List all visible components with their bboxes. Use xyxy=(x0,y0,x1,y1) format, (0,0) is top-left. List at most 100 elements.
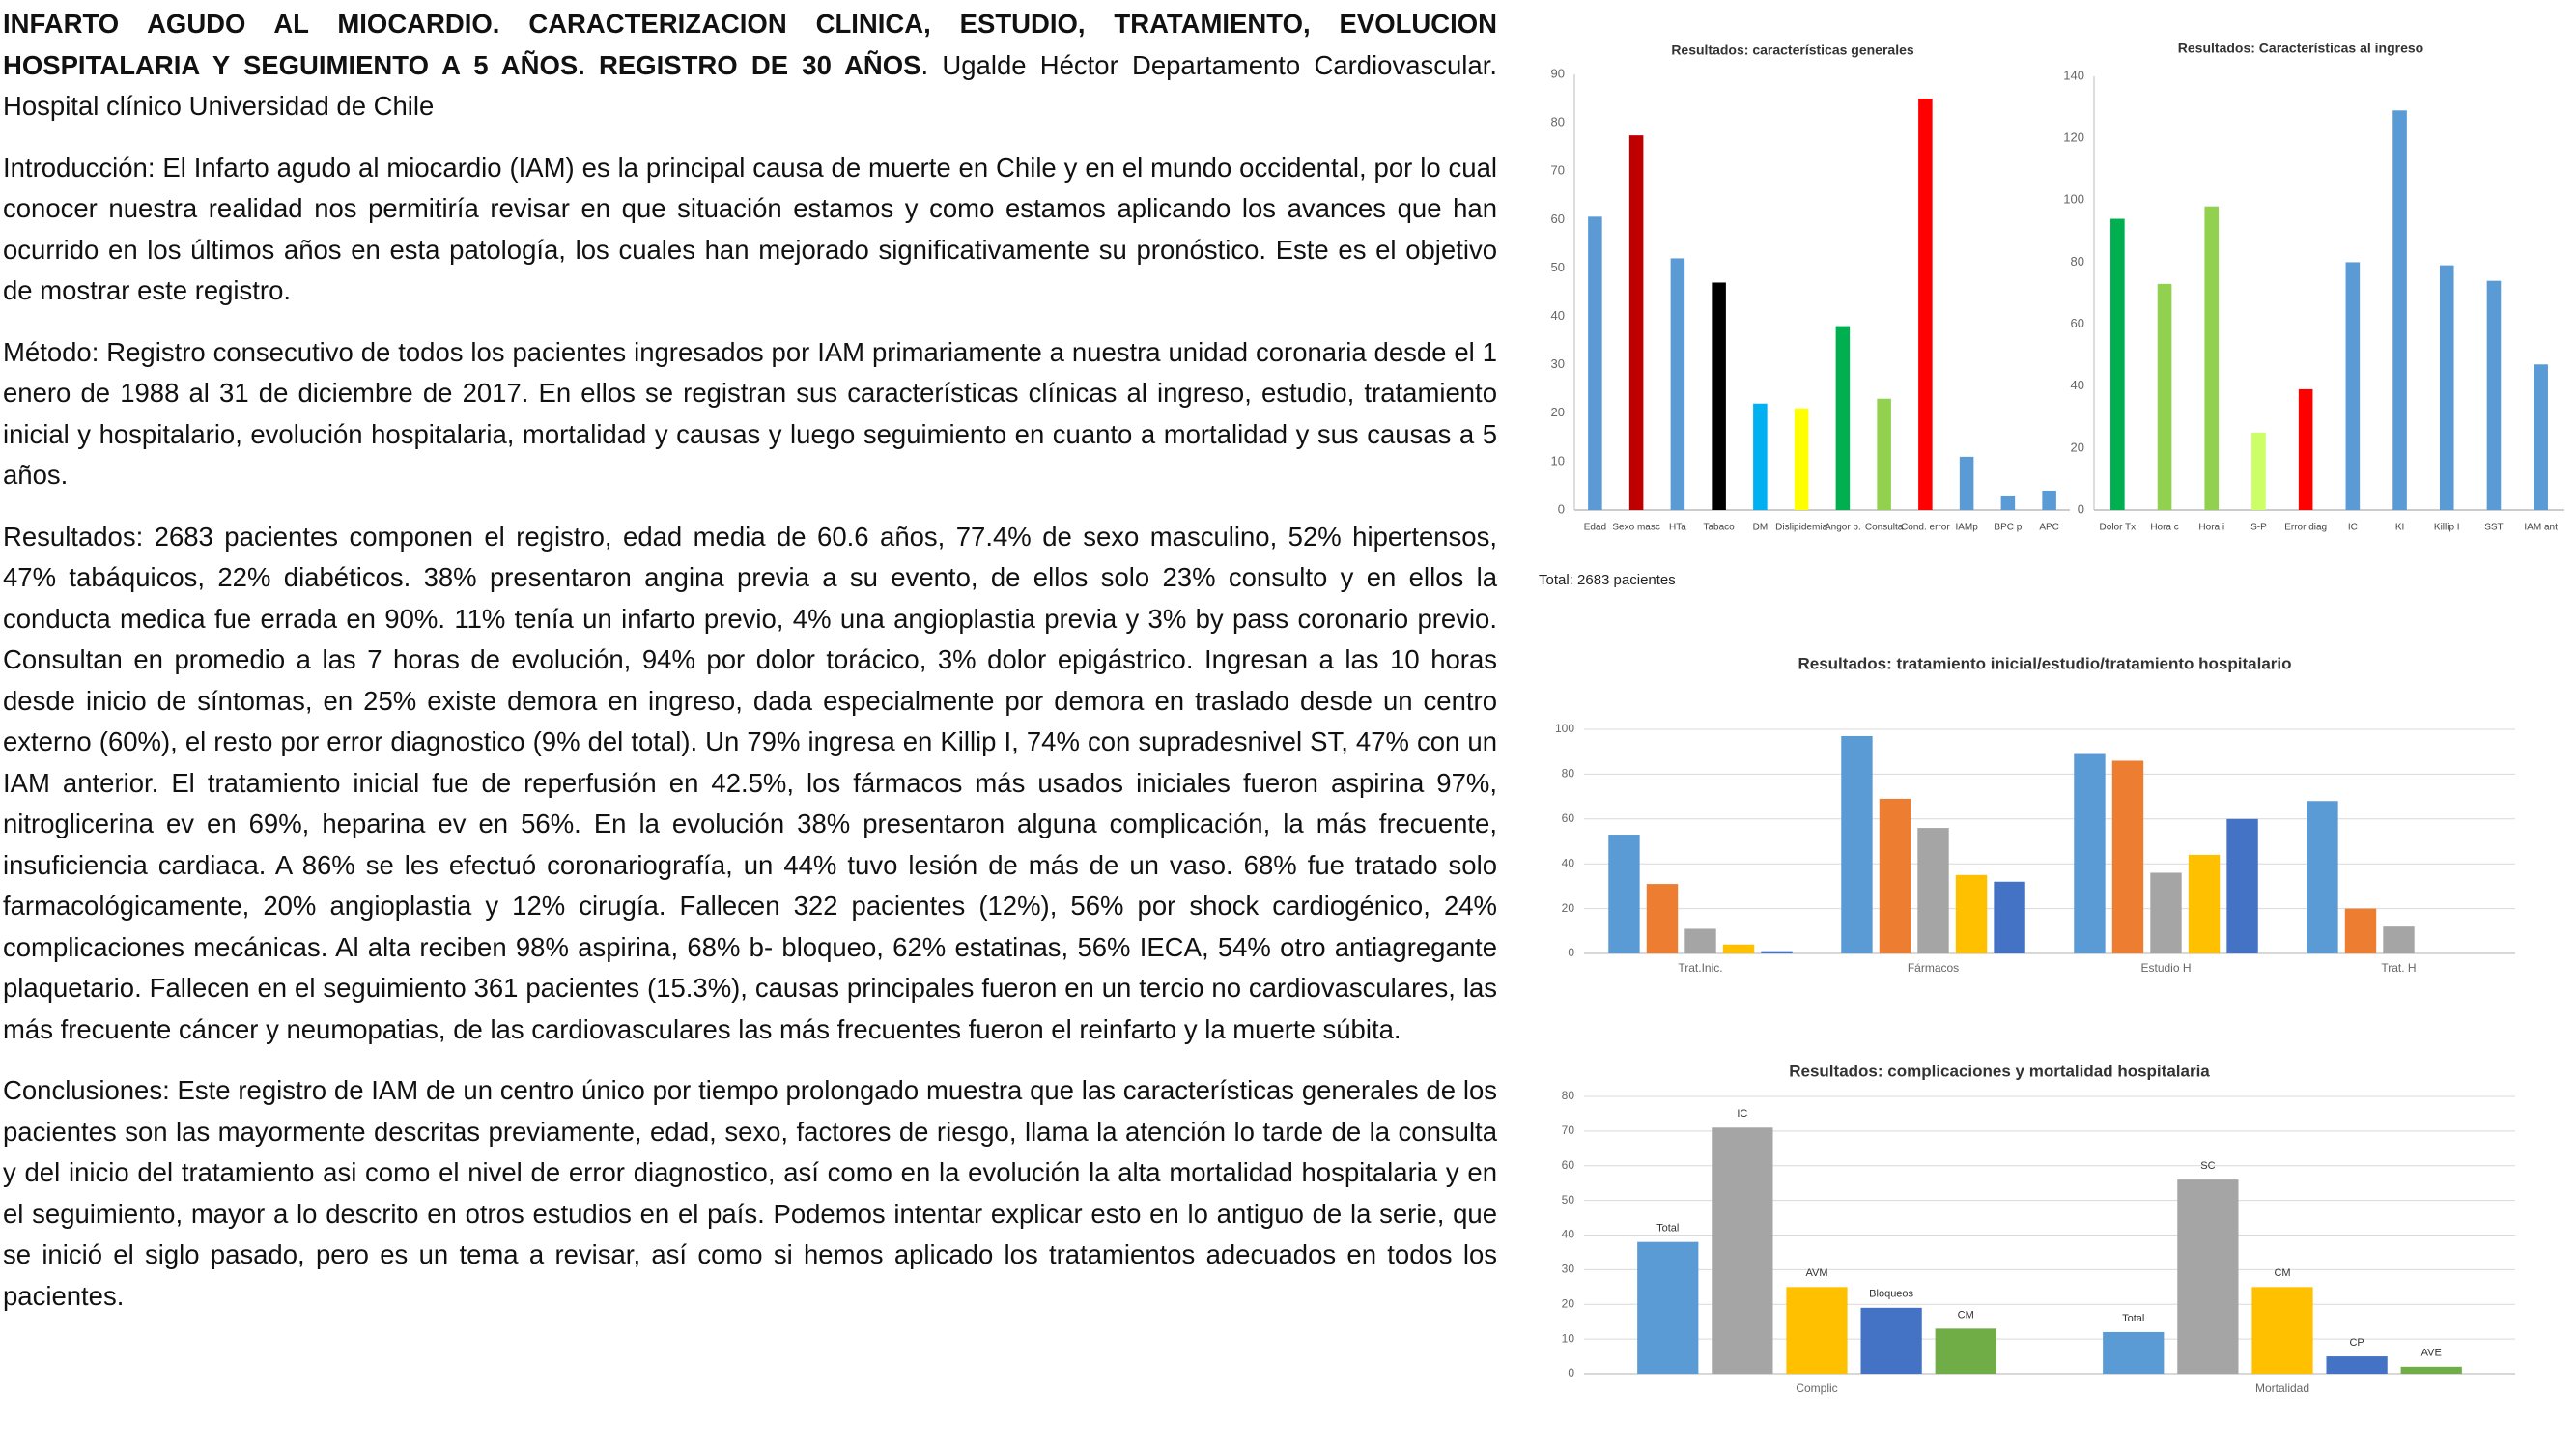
bar xyxy=(2392,110,2407,511)
bar xyxy=(1994,881,2025,953)
bar-label: Total xyxy=(2122,1313,2144,1324)
bar xyxy=(2000,495,2016,510)
bar-label: CM xyxy=(2274,1267,2290,1279)
y-tick-label: 0 xyxy=(1558,501,1565,516)
bar xyxy=(2042,490,2056,510)
x-tick-label: Error diag xyxy=(2284,523,2327,533)
bar xyxy=(2074,753,2106,953)
y-tick-label: 60 xyxy=(1551,212,1565,226)
bar-label: Total xyxy=(1656,1223,1679,1235)
x-tick-label: Hora c xyxy=(2150,523,2178,533)
bar xyxy=(2326,1356,2388,1374)
x-tick-label: Trat. H xyxy=(2381,961,2416,975)
y-tick-label: 80 xyxy=(2071,254,2084,269)
x-tick-label: Cond. error xyxy=(1901,523,1950,533)
x-tick-label: IAMp xyxy=(1955,523,1978,533)
bar xyxy=(1794,408,1809,510)
bar-label: SC xyxy=(2200,1160,2215,1172)
x-tick-label: Trat.Inic. xyxy=(1678,961,1722,975)
x-tick-label: Complic xyxy=(1796,1381,1837,1395)
bar xyxy=(2157,283,2172,510)
bar xyxy=(1670,258,1685,510)
y-tick-label: 120 xyxy=(2063,130,2084,145)
bar xyxy=(1918,99,1933,511)
y-tick-label: 50 xyxy=(1551,260,1565,274)
bar xyxy=(1637,1241,1699,1374)
x-tick-label: Fármacos xyxy=(1908,961,1959,975)
x-tick-label: Dislipidemia xyxy=(1775,523,1827,533)
bar xyxy=(2177,1179,2239,1374)
x-tick-label: DM xyxy=(1753,523,1769,533)
x-tick-label: KI xyxy=(2395,523,2404,533)
y-tick-label: 60 xyxy=(2071,316,2084,330)
y-tick-label: 30 xyxy=(1562,1263,1575,1276)
x-tick-label: Killip I xyxy=(2434,523,2460,533)
bar xyxy=(1761,951,1793,953)
bar xyxy=(1841,735,1873,953)
x-tick-label: IAM ant xyxy=(2524,523,2558,533)
y-tick-label: 0 xyxy=(2078,501,2084,516)
title: INFARTO AGUDO AL MIOCARDIO. CARACTERIZAC… xyxy=(3,9,1497,80)
bar xyxy=(1786,1287,1848,1374)
bar-label: Bloqueos xyxy=(1869,1289,1913,1300)
bar-label: AVM xyxy=(1805,1267,1827,1279)
y-tick-label: 20 xyxy=(1551,405,1565,419)
y-tick-label: 0 xyxy=(1568,946,1574,959)
y-tick-label: 20 xyxy=(2071,440,2084,454)
y-tick-label: 100 xyxy=(2063,192,2084,207)
x-tick-label: Consulta xyxy=(1865,523,1904,533)
bar xyxy=(2439,265,2454,510)
bar xyxy=(1588,216,1602,510)
x-tick-label: APC xyxy=(2039,523,2059,533)
y-tick-label: 70 xyxy=(1551,163,1565,178)
x-tick-label: Tabaco xyxy=(1704,523,1736,533)
bar xyxy=(2251,432,2266,510)
bar xyxy=(1955,874,1988,953)
y-tick-label: 20 xyxy=(1562,901,1575,915)
y-tick-label: 20 xyxy=(1562,1296,1575,1310)
y-tick-label: 10 xyxy=(1551,453,1565,468)
x-tick-label: Estudio H xyxy=(2140,961,2191,975)
chart-title: Resultados: tratamiento inicial/estudio/… xyxy=(1798,654,2291,672)
x-tick-label: Mortalidad xyxy=(2255,1381,2309,1395)
bar xyxy=(1712,282,1726,510)
document-text: INFARTO AGUDO AL MIOCARDIO. CARACTERIZAC… xyxy=(3,4,1497,1337)
y-tick-label: 80 xyxy=(1562,767,1575,781)
bar xyxy=(2344,908,2377,953)
y-tick-label: 30 xyxy=(1551,356,1565,371)
x-tick-label: Edad xyxy=(1584,523,1606,533)
bar xyxy=(1935,1328,1996,1374)
x-tick-label: BPC p xyxy=(1994,523,2022,533)
bar xyxy=(2188,854,2221,953)
y-tick-label: 70 xyxy=(1562,1123,1575,1137)
bar xyxy=(2226,818,2258,953)
bar xyxy=(1877,398,1891,510)
x-tick-label: Sexo masc xyxy=(1612,523,1659,533)
x-tick-label: Hora i xyxy=(2198,523,2224,533)
y-tick-label: 100 xyxy=(1555,722,1574,735)
bar xyxy=(2486,280,2502,510)
bar xyxy=(1722,944,1755,953)
bar-label: CM xyxy=(1958,1309,1974,1321)
y-tick-label: 40 xyxy=(1562,856,1575,869)
y-tick-label: 60 xyxy=(1562,1158,1575,1172)
y-tick-label: 90 xyxy=(1551,66,1565,80)
x-tick-label: IC xyxy=(2348,523,2358,533)
y-tick-label: 80 xyxy=(1551,115,1565,129)
paragraph: Conclusiones: Este registro de IAM de un… xyxy=(3,1075,1497,1311)
chart-title: Resultados: complicaciones y mortalidad … xyxy=(1789,1062,2210,1080)
chart-title: Resultados: características generales xyxy=(1671,43,1914,58)
x-tick-label: SST xyxy=(2484,523,2503,533)
y-tick-label: 140 xyxy=(2063,68,2084,82)
bar xyxy=(1917,828,1949,953)
bar xyxy=(1628,135,1644,510)
x-tick-label: Angor p. xyxy=(1825,523,1861,533)
paragraph: Introducción: El Infarto agudo al miocar… xyxy=(3,152,1497,306)
bar xyxy=(2400,1366,2462,1374)
x-tick-label: HTa xyxy=(1669,523,1686,533)
y-tick-label: 10 xyxy=(1562,1331,1575,1345)
paragraph: Resultados: 2683 pacientes componen el r… xyxy=(3,521,1497,1044)
bar xyxy=(1835,326,1851,510)
